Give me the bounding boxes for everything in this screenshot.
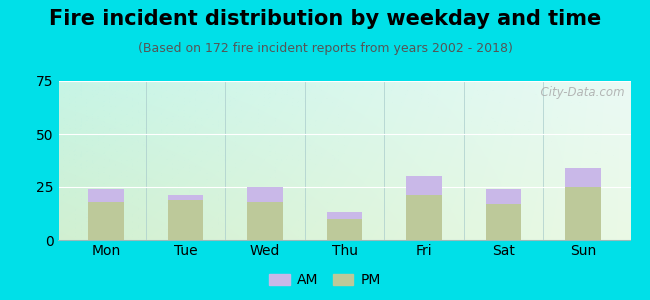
Bar — [168, 196, 203, 200]
Bar — [247, 187, 283, 202]
Bar — [486, 189, 521, 204]
Bar — [565, 168, 601, 187]
Bar — [326, 219, 363, 240]
Bar — [565, 187, 601, 240]
Bar — [247, 202, 283, 240]
Text: (Based on 172 fire incident reports from years 2002 - 2018): (Based on 172 fire incident reports from… — [138, 42, 512, 55]
Text: Fire incident distribution by weekday and time: Fire incident distribution by weekday an… — [49, 9, 601, 29]
Bar — [168, 200, 203, 240]
Bar — [88, 202, 124, 240]
Bar — [88, 189, 124, 202]
Bar — [486, 204, 521, 240]
Legend: AM, PM: AM, PM — [264, 268, 386, 293]
Bar — [406, 196, 442, 240]
Bar — [406, 176, 442, 196]
Text: City-Data.com: City-Data.com — [533, 86, 625, 99]
Bar — [326, 212, 363, 219]
